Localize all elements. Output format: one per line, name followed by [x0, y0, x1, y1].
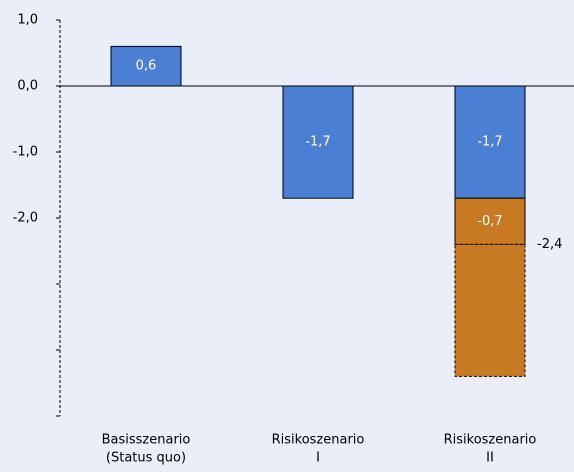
- bar: [454, 197, 526, 245]
- y-tick-label: 1,0: [17, 13, 38, 28]
- total-label: -2,4: [537, 237, 562, 252]
- bar: [110, 45, 182, 87]
- value-label: -1,7: [305, 135, 330, 150]
- y-tick-label: -2,0: [13, 211, 38, 226]
- x-tick-label: Basisszenario: [102, 433, 191, 448]
- value-label: 0,6: [136, 59, 157, 74]
- value-label: -1,7: [477, 135, 502, 150]
- x-tick-label: (Status quo): [106, 451, 186, 466]
- x-tick-label: Risikoszenario: [272, 433, 365, 448]
- y-tick-label: 0,0: [17, 79, 38, 94]
- value-label: -0,7: [477, 214, 502, 229]
- x-tick-label: I: [316, 451, 320, 466]
- bar: [454, 243, 526, 377]
- bar: [454, 85, 526, 199]
- y-tick-label: -1,0: [13, 145, 38, 160]
- bar: [282, 85, 354, 199]
- x-tick-label: Risikoszenario: [444, 433, 537, 448]
- x-tick-label: II: [486, 451, 494, 466]
